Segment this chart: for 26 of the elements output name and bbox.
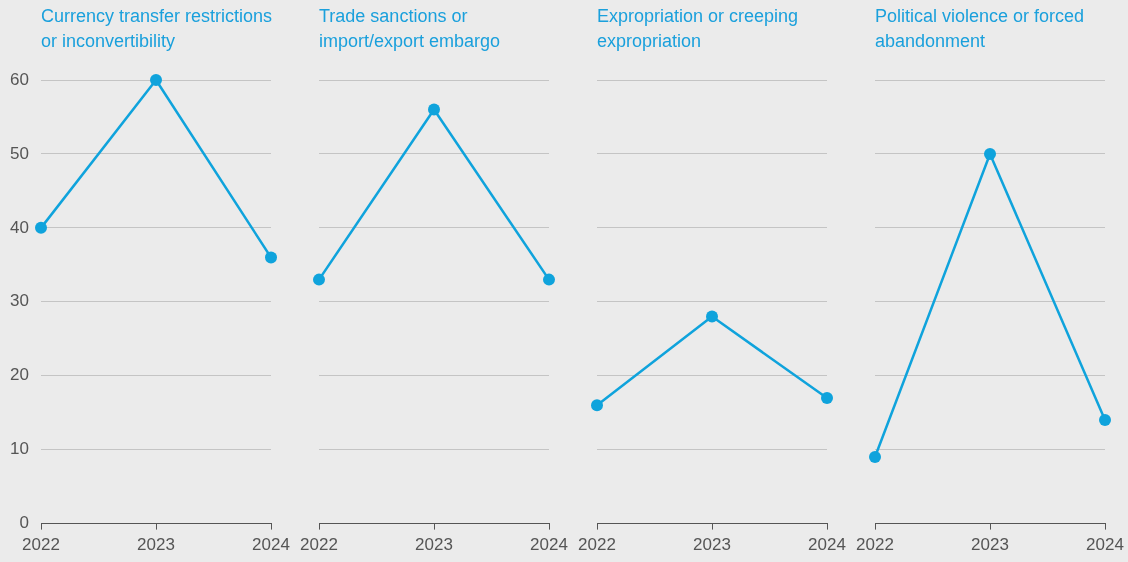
chart-title: Trade sanctions or import/export embargo [319,5,502,53]
y-tick-label: 10 [10,439,29,459]
x-tick-label: 2023 [415,535,453,555]
x-tick-label: 2022 [300,535,338,555]
chart-title: Currency transfer restrictions or inconvertibility [41,5,274,53]
point [150,74,162,86]
chart-title: Expropriation or creeping expropriation [597,5,800,53]
x-tick-label: 2022 [22,535,60,555]
x-tick-label: 2024 [1086,535,1124,555]
x-tick-label: 2024 [530,535,568,555]
y-tick-label: 0 [19,513,29,533]
y-tick-label: 40 [10,217,29,237]
y-tick-label: 20 [10,365,29,385]
chart-title: Political violence or forced abandonment [875,5,1086,53]
point [265,251,277,264]
x-tick-label: 2023 [137,535,175,555]
x-tick-label: 2024 [808,535,846,555]
y-tick-label: 50 [10,143,29,163]
x-tick-label: 2023 [693,535,731,555]
point [35,221,47,234]
x-tick-label: 2022 [856,535,894,555]
y-tick-label: 30 [10,291,29,311]
x-tick-label: 2023 [971,535,1009,555]
y-tick-label: 60 [10,69,29,89]
x-tick-label: 2024 [252,535,290,555]
x-tick-label: 2022 [578,535,616,555]
